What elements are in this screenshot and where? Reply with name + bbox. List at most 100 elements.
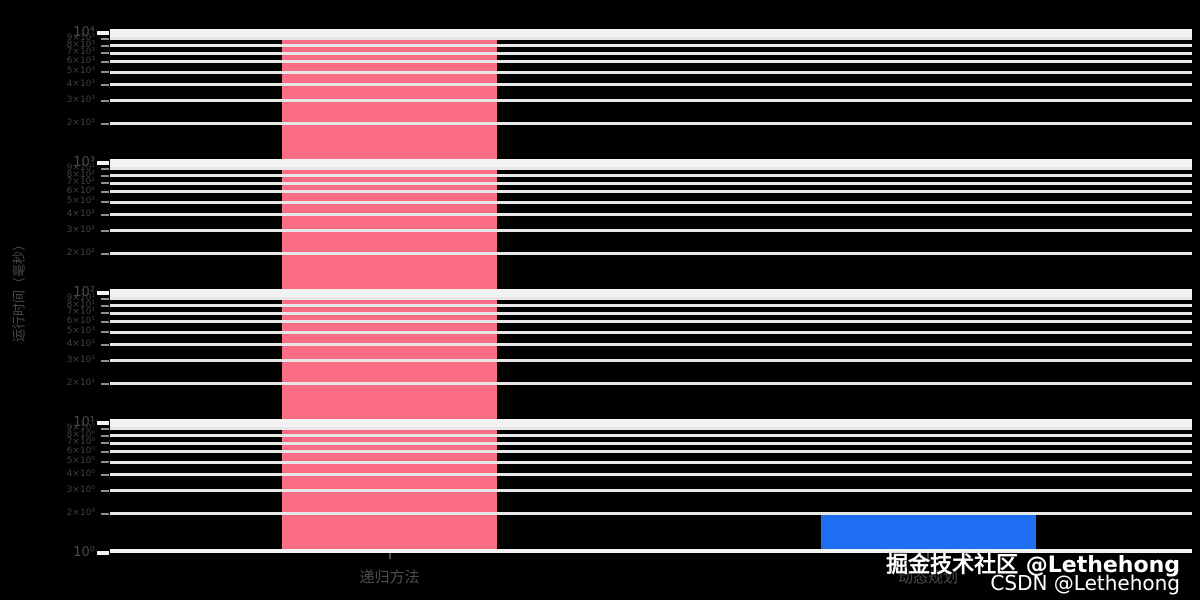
minor-gridline bbox=[110, 434, 1192, 438]
minor-gridline bbox=[110, 167, 1192, 171]
y-tick-label: 10² bbox=[73, 285, 95, 300]
y-tick-label: 2×10³ bbox=[66, 117, 95, 128]
y-tick-mark bbox=[101, 71, 109, 74]
major-gridline bbox=[110, 549, 1192, 553]
minor-gridline bbox=[110, 320, 1192, 324]
y-tick-label: 8×10⁰ bbox=[66, 429, 95, 440]
minor-gridline bbox=[110, 359, 1192, 363]
minor-gridline bbox=[110, 44, 1192, 48]
y-tick-mark bbox=[101, 252, 109, 255]
minor-gridline bbox=[110, 512, 1192, 516]
y-tick-label: 6×10² bbox=[66, 185, 95, 196]
y-tick-label: 10¹ bbox=[73, 415, 95, 430]
y-tick-mark bbox=[101, 99, 109, 102]
y-tick-mark bbox=[101, 297, 109, 300]
y-tick-label: 9×10¹ bbox=[66, 292, 95, 303]
minor-gridline bbox=[110, 122, 1192, 126]
y-tick-label: 9×10³ bbox=[66, 32, 95, 43]
minor-gridline bbox=[110, 311, 1192, 315]
minor-gridline bbox=[110, 382, 1192, 386]
y-tick-label: 10⁰ bbox=[73, 545, 95, 560]
y-tick-label: 8×10² bbox=[66, 169, 95, 180]
y-tick-label: 4×10⁰ bbox=[66, 468, 95, 479]
x-tick-mark bbox=[388, 553, 391, 559]
minor-gridline bbox=[110, 51, 1192, 55]
y-tick-mark bbox=[97, 421, 109, 425]
y-tick-label: 7×10⁰ bbox=[66, 437, 95, 448]
y-tick-label: 7×10¹ bbox=[66, 307, 95, 318]
y-tick-mark bbox=[101, 44, 109, 47]
watermark-juejin: 掘金技术社区 @Lethehong bbox=[886, 553, 1180, 578]
y-tick-mark bbox=[101, 182, 109, 185]
y-tick-label: 6×10³ bbox=[66, 55, 95, 66]
y-tick-label: 5×10³ bbox=[66, 66, 95, 77]
minor-gridline bbox=[110, 489, 1192, 493]
y-tick-mark bbox=[101, 37, 109, 40]
y-tick-label: 9×10² bbox=[66, 162, 95, 173]
minor-gridline bbox=[110, 60, 1192, 64]
minor-gridline bbox=[110, 330, 1192, 334]
watermark-csdn: CSDN @Lethehong bbox=[990, 571, 1180, 595]
y-tick-label: 3×10¹ bbox=[66, 354, 95, 365]
y-tick-mark bbox=[97, 291, 109, 295]
y-tick-label: 2×10¹ bbox=[66, 377, 95, 388]
y-tick-mark bbox=[101, 174, 109, 177]
y-tick-mark bbox=[97, 31, 109, 35]
y-tick-mark bbox=[101, 52, 109, 55]
minor-gridline bbox=[110, 304, 1192, 308]
y-tick-label: 3×10⁰ bbox=[66, 484, 95, 495]
y-tick-label: 10³ bbox=[73, 155, 95, 170]
y-tick-mark bbox=[101, 343, 109, 346]
minor-gridline bbox=[110, 181, 1192, 185]
x-tick-label: 动态规划 bbox=[897, 568, 958, 586]
minor-gridline bbox=[110, 190, 1192, 194]
minor-gridline bbox=[110, 213, 1192, 217]
minor-gridline bbox=[110, 450, 1192, 454]
y-tick-mark bbox=[101, 489, 109, 492]
y-tick-mark bbox=[101, 427, 109, 430]
y-tick-label: 4×10³ bbox=[66, 78, 95, 89]
y-tick-mark bbox=[101, 167, 109, 170]
minor-gridline bbox=[110, 297, 1192, 301]
minor-gridline bbox=[110, 460, 1192, 464]
y-tick-label: 6×10¹ bbox=[66, 315, 95, 326]
minor-gridline bbox=[110, 174, 1192, 178]
minor-gridline bbox=[110, 37, 1192, 41]
minor-gridline bbox=[110, 99, 1192, 103]
minor-gridline bbox=[110, 473, 1192, 477]
major-gridline bbox=[110, 159, 1192, 167]
y-tick-mark bbox=[101, 512, 109, 515]
y-tick-mark bbox=[101, 359, 109, 362]
y-tick-label: 8×10¹ bbox=[66, 299, 95, 310]
y-tick-label: 7×10³ bbox=[66, 47, 95, 58]
y-tick-mark bbox=[101, 331, 109, 334]
y-tick-mark bbox=[101, 304, 109, 307]
y-tick-mark bbox=[101, 450, 109, 453]
minor-gridline bbox=[110, 252, 1192, 256]
minor-gridline bbox=[110, 83, 1192, 87]
y-tick-label: 3×10³ bbox=[66, 94, 95, 105]
y-tick-label: 3×10² bbox=[66, 224, 95, 235]
y-tick-mark bbox=[101, 473, 109, 476]
y-tick-label: 2×10⁰ bbox=[66, 507, 95, 518]
y-tick-mark bbox=[101, 434, 109, 437]
y-tick-label: 5×10⁰ bbox=[66, 456, 95, 467]
x-tick-mark bbox=[927, 553, 929, 559]
y-tick-mark bbox=[101, 229, 109, 232]
y-tick-mark bbox=[101, 461, 109, 464]
y-tick-label: 8×10³ bbox=[66, 39, 95, 50]
y-tick-mark bbox=[101, 190, 109, 193]
y-tick-label: 9×10⁰ bbox=[66, 422, 95, 433]
y-tick-label: 6×10⁰ bbox=[66, 445, 95, 456]
y-tick-mark bbox=[101, 320, 109, 323]
y-tick-mark bbox=[101, 213, 109, 216]
minor-gridline bbox=[110, 343, 1192, 347]
y-tick-label: 5×10² bbox=[66, 196, 95, 207]
y-tick-label: 2×10² bbox=[66, 247, 95, 258]
plot-area bbox=[110, 28, 1192, 553]
y-tick-mark bbox=[101, 442, 109, 445]
y-tick-mark bbox=[97, 161, 109, 165]
y-tick-label: 4×10¹ bbox=[66, 338, 95, 349]
y-tick-mark bbox=[101, 201, 109, 204]
minor-gridline bbox=[110, 441, 1192, 445]
